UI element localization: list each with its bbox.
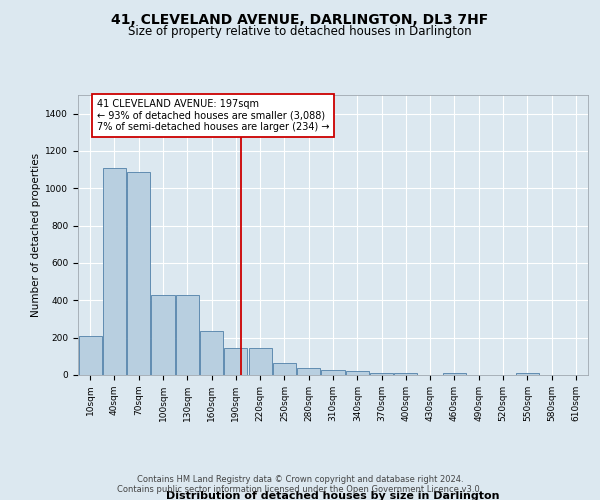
Text: Size of property relative to detached houses in Darlington: Size of property relative to detached ho… [128,25,472,38]
Bar [346,372,369,375]
Text: Contains HM Land Registry data © Crown copyright and database right 2024.
Contai: Contains HM Land Registry data © Crown c… [118,474,482,494]
Bar [224,348,247,375]
Bar [248,348,272,375]
Bar [297,368,320,375]
Bar [273,363,296,375]
Bar [516,373,539,375]
Bar [103,168,126,375]
X-axis label: Distribution of detached houses by size in Darlington: Distribution of detached houses by size … [166,490,500,500]
Bar [394,373,418,375]
Bar [79,336,101,375]
Text: 41 CLEVELAND AVENUE: 197sqm
← 93% of detached houses are smaller (3,088)
7% of s: 41 CLEVELAND AVENUE: 197sqm ← 93% of det… [97,98,329,132]
Bar [127,172,150,375]
Bar [370,373,393,375]
Bar [322,370,344,375]
Bar [443,373,466,375]
Y-axis label: Number of detached properties: Number of detached properties [31,153,41,317]
Text: 41, CLEVELAND AVENUE, DARLINGTON, DL3 7HF: 41, CLEVELAND AVENUE, DARLINGTON, DL3 7H… [112,12,488,26]
Bar [176,294,199,375]
Bar [200,331,223,375]
Bar [151,294,175,375]
